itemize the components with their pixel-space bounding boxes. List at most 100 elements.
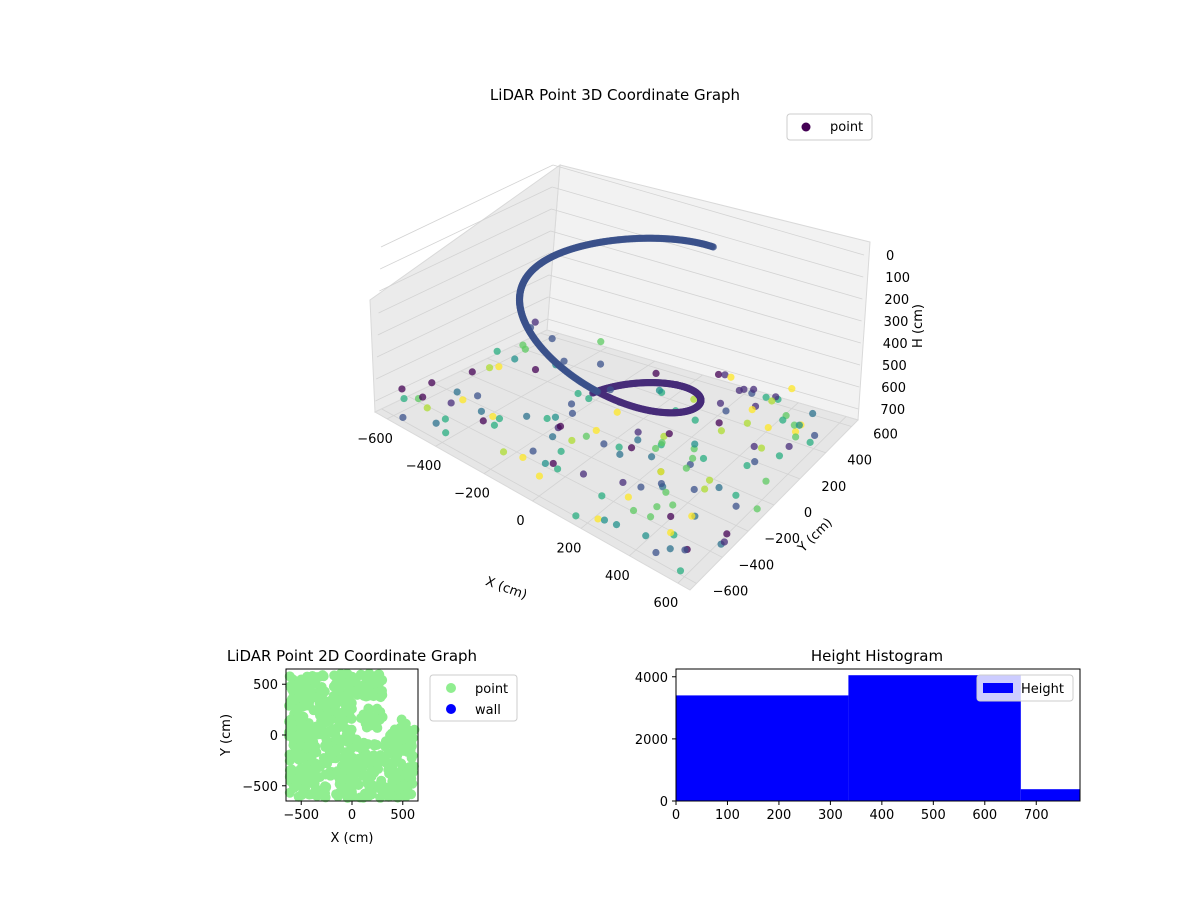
- point-3d: [795, 421, 803, 429]
- point-2d: [362, 777, 373, 788]
- point-3d: [642, 532, 650, 540]
- point-3d: [477, 407, 486, 415]
- point-3d: [637, 483, 645, 491]
- x-tick-label-hist: 700: [1024, 808, 1049, 823]
- point-3d: [495, 415, 504, 423]
- point-3d: [594, 515, 602, 523]
- point-3d: [753, 505, 761, 513]
- point-3d: [691, 416, 699, 424]
- point-3d: [727, 373, 735, 381]
- point-3d: [568, 409, 577, 417]
- point-3d: [689, 454, 697, 462]
- point-2d: [321, 710, 332, 721]
- point-2d: [361, 691, 372, 702]
- z-tick-label-3d: 500: [882, 359, 907, 374]
- point-2d: [407, 732, 418, 743]
- x-tick-label-hist: 500: [921, 808, 946, 823]
- x-tick-label-hist: 0: [672, 808, 680, 823]
- point-3d: [459, 396, 467, 404]
- point-3d: [762, 393, 770, 401]
- point-2d: [311, 721, 322, 732]
- point-3d: [493, 347, 501, 355]
- point-2d: [372, 703, 383, 714]
- point-3d: [634, 436, 642, 444]
- point-2d: [361, 672, 372, 683]
- point-3d: [732, 502, 740, 510]
- point-3d: [624, 493, 632, 501]
- histogram-bar: [1020, 789, 1080, 801]
- point-3d: [721, 371, 729, 379]
- point-3d: [676, 567, 685, 575]
- point-3d: [720, 538, 728, 546]
- point-2d: [344, 688, 355, 699]
- legend-2d-point-label: point: [475, 682, 508, 697]
- chart-histogram: Height Histogram 0 100 200 300 400 500 600 7000…: [635, 647, 1081, 823]
- point-3d: [585, 394, 593, 403]
- point-3d: [541, 459, 549, 468]
- grid-line: [552, 164, 865, 256]
- point-3d: [616, 450, 624, 458]
- point-3d: [722, 407, 730, 415]
- point-2d: [386, 780, 397, 791]
- point-3d: [521, 345, 529, 353]
- point-3d: [791, 428, 800, 436]
- point-2d: [294, 766, 305, 777]
- point-3d: [740, 385, 748, 393]
- y-tick-label-2d: −500: [242, 780, 278, 795]
- point-3d: [627, 444, 636, 452]
- legend-hist-swatch: [983, 683, 1013, 693]
- point-3d: [666, 545, 674, 553]
- point-2d: [387, 761, 398, 772]
- chart-2d-title: LiDAR Point 2D Coordinate Graph: [227, 647, 477, 665]
- pane-floor: [373, 329, 859, 591]
- grid-line: [550, 230, 862, 322]
- x-tick-label-3d: −200: [454, 487, 490, 502]
- point-2d: [321, 781, 332, 792]
- point-2d: [321, 735, 332, 746]
- histogram-bar: [676, 695, 849, 801]
- grid-line: [548, 274, 861, 366]
- point-2d: [331, 695, 342, 706]
- z-tick-label-3d: 400: [883, 337, 908, 352]
- z-tick-label-3d: 300: [884, 315, 909, 330]
- point-3d: [453, 388, 461, 396]
- y-tick-label-3d: 400: [847, 454, 872, 469]
- point-3d: [768, 397, 776, 405]
- chart-3d-title: LiDAR Point 3D Coordinate Graph: [490, 86, 740, 104]
- point-2d: [373, 676, 384, 687]
- point-2d: [303, 739, 314, 750]
- point-3d: [717, 427, 726, 435]
- chart-3d: LiDAR Point 3D Coordinate Graph −600 −400…: [357, 86, 926, 611]
- point-2d: [343, 762, 354, 773]
- point-3d: [715, 419, 723, 427]
- point-3d: [757, 444, 766, 452]
- point-3d: [592, 426, 600, 435]
- point-3d: [531, 365, 540, 374]
- point-3d: [489, 412, 497, 421]
- x-tick-label-3d: −600: [357, 432, 393, 447]
- y-tick-label-3d: 600: [873, 428, 898, 443]
- point-2d: [311, 771, 322, 782]
- point-2d: [299, 680, 310, 691]
- point-2d: [308, 705, 319, 716]
- point-3d: [788, 385, 796, 393]
- point-3d: [499, 448, 508, 456]
- point-2d: [285, 681, 296, 692]
- point-3d: [598, 492, 606, 500]
- point-3d: [682, 464, 690, 472]
- x-tick-label-hist: 400: [869, 808, 894, 823]
- point-2d: [310, 783, 321, 794]
- point-3d: [556, 422, 565, 430]
- point-3d: [543, 414, 551, 423]
- legend-3d-label: point: [830, 120, 863, 135]
- point-3d: [665, 430, 673, 438]
- point-3d: [447, 399, 455, 407]
- z-tick-label-3d: 200: [884, 293, 909, 308]
- grid-line: [378, 230, 551, 314]
- point-3d: [634, 428, 642, 436]
- point-2d: [285, 749, 296, 760]
- point-3d: [743, 461, 751, 470]
- x-tick-label-3d: 600: [653, 596, 678, 611]
- points-2d: [284, 668, 420, 803]
- z-axis-label-3d: H (cm): [911, 304, 926, 348]
